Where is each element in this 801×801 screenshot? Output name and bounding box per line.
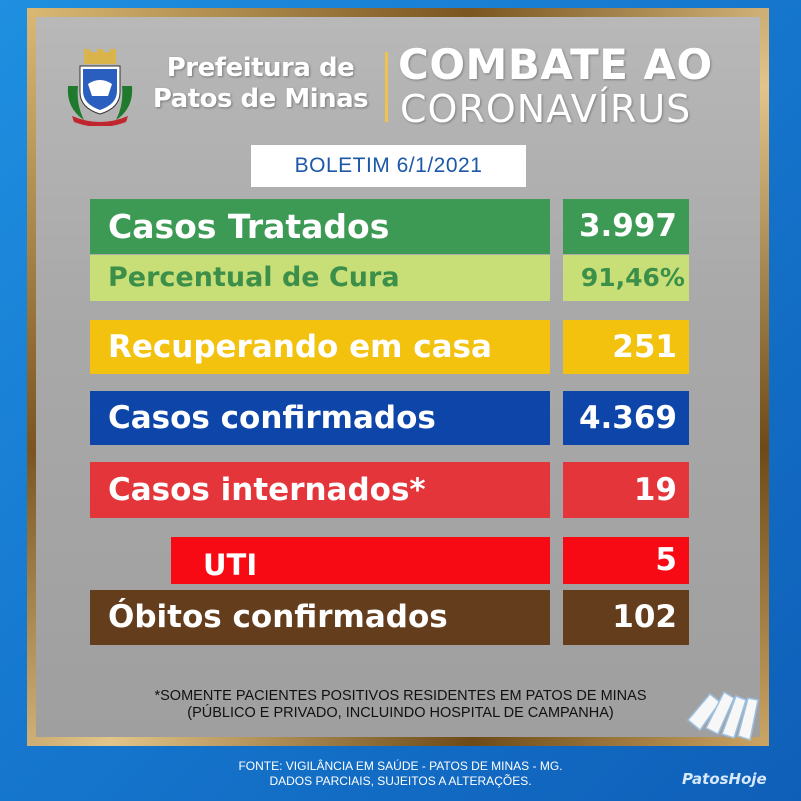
header-divider [385, 52, 388, 122]
campaign-title: COMBATE AO [398, 40, 713, 89]
stat-label-uti: UTI [171, 537, 550, 584]
stat-value-recuperando: 251 [563, 320, 689, 374]
footnote: *SOMENTE PACIENTES POSITIVOS RESIDENTES … [0, 688, 801, 722]
stat-value-percentual-cura: 91,46% [563, 255, 689, 301]
stat-label-recuperando: Recuperando em casa [90, 320, 550, 374]
source-line1: FONTE: VIGILÂNCIA EM SAÚDE - PATOS DE MI… [238, 759, 563, 773]
stat-value-confirmados: 4.369 [563, 391, 689, 445]
stat-label-internados: Casos internados* [90, 462, 550, 518]
patoshoje-logo-icon [686, 690, 759, 741]
source-line2: DADOS PARCIAIS, SUJEITOS A ALTERAÇÕES. [269, 774, 532, 788]
campaign-subtitle: CORONAVÍRUS [400, 87, 692, 131]
city-coat-of-arms-icon [67, 49, 133, 126]
footnote-line2: (PÚBLICO E PRIVADO, INCLUINDO HOSPITAL D… [187, 705, 614, 721]
stat-label-casos-tratados: Casos Tratados [90, 199, 550, 254]
stat-value-obitos: 102 [563, 590, 689, 645]
source-note: FONTE: VIGILÂNCIA EM SAÚDE - PATOS DE MI… [0, 759, 801, 789]
stat-value-casos-tratados: 3.997 [563, 199, 689, 254]
stat-value-internados: 19 [563, 462, 689, 518]
header: Prefeitura de Patos de Minas COMBATE AO … [0, 0, 801, 135]
patoshoje-watermark: PatosHoje [682, 770, 767, 788]
city-hall-line2: Patos de Minas [152, 84, 369, 114]
stat-label-obitos: Óbitos confirmados [90, 590, 550, 645]
footnote-line1: *SOMENTE PACIENTES POSITIVOS RESIDENTES … [154, 688, 647, 704]
bulletin-date: BOLETIM 6/1/2021 [251, 145, 526, 187]
stat-label-percentual-cura: Percentual de Cura [90, 255, 550, 301]
stat-label-confirmados: Casos confirmados [90, 391, 550, 445]
city-hall-line1: Prefeitura de [166, 53, 355, 83]
stat-value-uti: 5 [563, 537, 689, 584]
city-hall-name: Prefeitura de Patos de Minas [143, 53, 378, 115]
